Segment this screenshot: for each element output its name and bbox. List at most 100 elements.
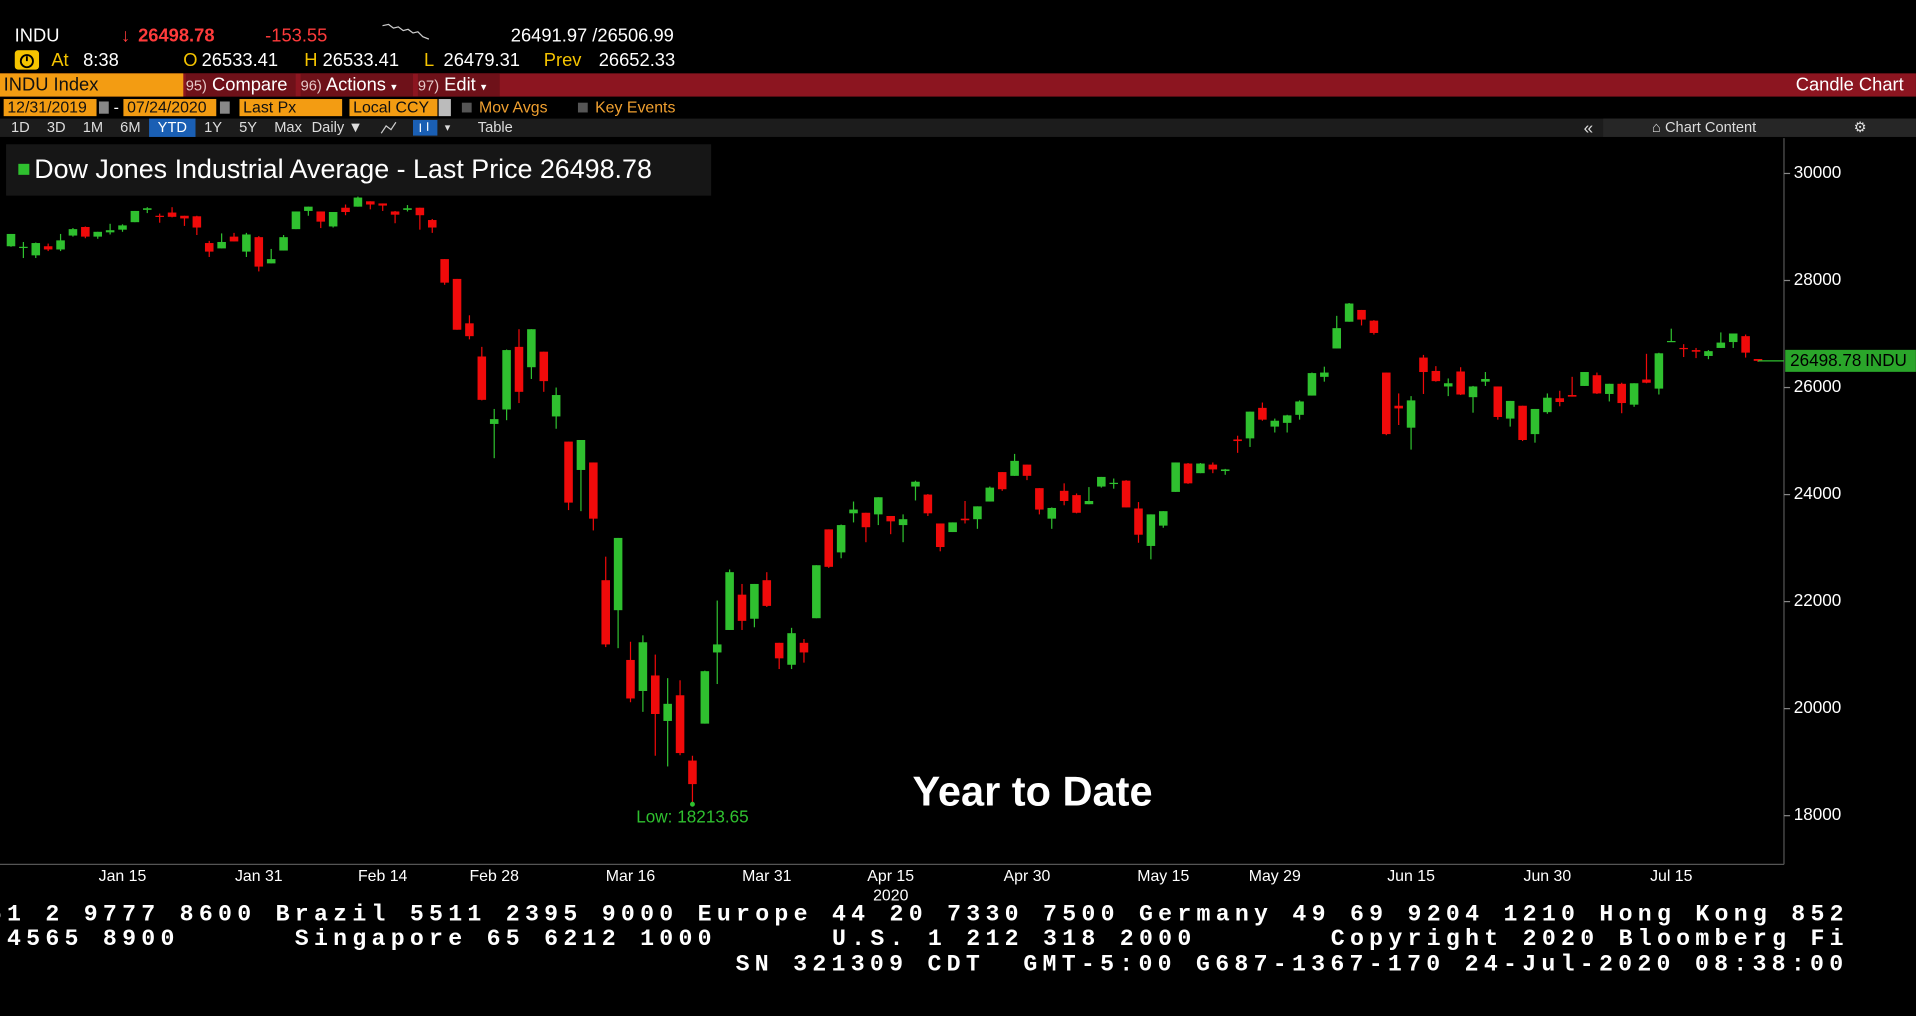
- candle-body: [279, 237, 288, 251]
- end-date[interactable]: 07/24/2020: [123, 98, 217, 117]
- candle-body: [638, 642, 648, 691]
- x-tick-label: May 15: [1137, 868, 1189, 885]
- candle-body: [105, 230, 115, 233]
- candle-body: [1567, 395, 1577, 397]
- footer-line: 4565 8900 Singapore 65 6212 1000 U.S. 1 …: [0, 925, 1849, 953]
- security-field[interactable]: INDU Index: [0, 73, 184, 97]
- candle-body: [750, 583, 759, 619]
- field-select[interactable]: Last Px: [239, 98, 343, 117]
- candle-body: [898, 519, 908, 526]
- net-change: -153.55: [265, 25, 328, 47]
- candle-body: [403, 208, 412, 210]
- period-button[interactable]: 5Y: [239, 118, 258, 136]
- candle-body: [415, 207, 425, 216]
- candle-body: [130, 210, 140, 223]
- tag-ticker: INDU: [1865, 350, 1907, 369]
- checkbox[interactable]: [461, 102, 472, 113]
- currency-select[interactable]: Local CCY: [349, 98, 438, 117]
- calendar-icon[interactable]: [98, 101, 109, 114]
- candle-body: [700, 671, 710, 724]
- candle-body: [1158, 511, 1168, 526]
- candle-body: [1295, 401, 1304, 415]
- candle-body: [1530, 408, 1540, 435]
- x-tick-label: Feb 14: [358, 868, 408, 885]
- checkbox[interactable]: [577, 102, 588, 113]
- x-tick-label: Feb 28: [469, 868, 519, 885]
- candle-body: [1605, 383, 1614, 394]
- x-tick-label: Jun 30: [1524, 868, 1572, 885]
- candle-body: [1666, 340, 1676, 343]
- sparkline-icon: [382, 23, 430, 40]
- actions-button[interactable]: 96) Actions ▾: [300, 73, 414, 97]
- period-bar: [0, 118, 1916, 137]
- candle-body: [886, 515, 895, 522]
- candle-body: [1307, 373, 1317, 396]
- dropdown-arrow[interactable]: [438, 99, 451, 117]
- x-tick-label: May 29: [1249, 868, 1301, 885]
- period-button[interactable]: 3D: [46, 118, 66, 136]
- caret[interactable]: ▾: [444, 121, 451, 134]
- low-marker: [690, 801, 695, 807]
- candle-body: [861, 512, 871, 528]
- period-button[interactable]: 6M: [120, 118, 141, 136]
- edit-button[interactable]: 97) Edit ▾: [417, 73, 500, 97]
- x-tick-label: Jan 31: [235, 868, 283, 885]
- down-arrow: ↓: [120, 25, 131, 47]
- candle-body: [601, 580, 610, 645]
- candle-body: [923, 494, 933, 514]
- period-button[interactable]: YTD: [149, 118, 196, 137]
- candle-body: [1196, 463, 1205, 474]
- table-button[interactable]: Table: [477, 118, 513, 136]
- candle-body: [143, 208, 152, 210]
- chart-kind: Candle Chart: [1795, 74, 1904, 96]
- candle-body: [1097, 476, 1106, 487]
- calendar-icon[interactable]: [219, 101, 230, 114]
- candle-body: [1220, 469, 1230, 472]
- start-date[interactable]: 12/31/2019: [3, 98, 97, 117]
- candle-body: [651, 675, 660, 714]
- candle-body: [6, 233, 16, 247]
- candle-body: [551, 395, 561, 417]
- frequency-select[interactable]: Daily ▼: [311, 118, 363, 136]
- candle-body: [93, 231, 103, 237]
- candle-body: [812, 565, 821, 619]
- period-button[interactable]: 1M: [82, 118, 104, 136]
- compare-button[interactable]: 95) Compare: [185, 73, 296, 97]
- frequency: Daily: [311, 118, 345, 136]
- candle-body: [1406, 400, 1416, 428]
- candle-body: [1369, 320, 1379, 333]
- candle-body: [1072, 495, 1081, 513]
- period-button[interactable]: Max: [274, 118, 302, 136]
- period-button[interactable]: 1D: [10, 118, 30, 136]
- y-tick-label: 26000: [1794, 377, 1842, 396]
- x-tick-label: Jun 15: [1387, 868, 1435, 885]
- candle-body: [440, 259, 449, 283]
- date-separator: -: [113, 97, 119, 117]
- candle-body: [291, 211, 301, 230]
- footer-line: SN 321309 CDT GMT-5:00 G687-1367-170 24-…: [735, 951, 1849, 979]
- x-tick-label: Jul 15: [1650, 868, 1693, 885]
- chart-icons[interactable]: [379, 119, 438, 136]
- candle-body: [1035, 488, 1044, 510]
- candle-body: [1518, 405, 1527, 440]
- key-events[interactable]: Key Events: [595, 97, 676, 117]
- candle-body: [1679, 347, 1688, 350]
- period-button[interactable]: 1Y: [204, 118, 223, 136]
- chart-content-button[interactable]: ⌂ Chart Content: [1652, 118, 1757, 136]
- candle-body: [997, 472, 1007, 490]
- candle-body: [1282, 415, 1292, 423]
- mov-avgs[interactable]: Mov Avgs: [478, 97, 548, 117]
- legend-price: 26498.78: [540, 154, 652, 184]
- high-label: H: [304, 50, 318, 71]
- settings-gear[interactable]: ⚙: [1853, 118, 1867, 136]
- candle-body: [589, 462, 598, 519]
- candle-body: [1258, 407, 1267, 420]
- candle-body: [1716, 342, 1726, 348]
- candle-body: [452, 278, 462, 330]
- x-tick-label: Jan 15: [99, 868, 147, 885]
- y-tick-label: 20000: [1794, 698, 1842, 717]
- candle-body: [527, 329, 536, 368]
- collapse-button[interactable]: «: [1583, 117, 1594, 137]
- candle-body: [824, 529, 834, 567]
